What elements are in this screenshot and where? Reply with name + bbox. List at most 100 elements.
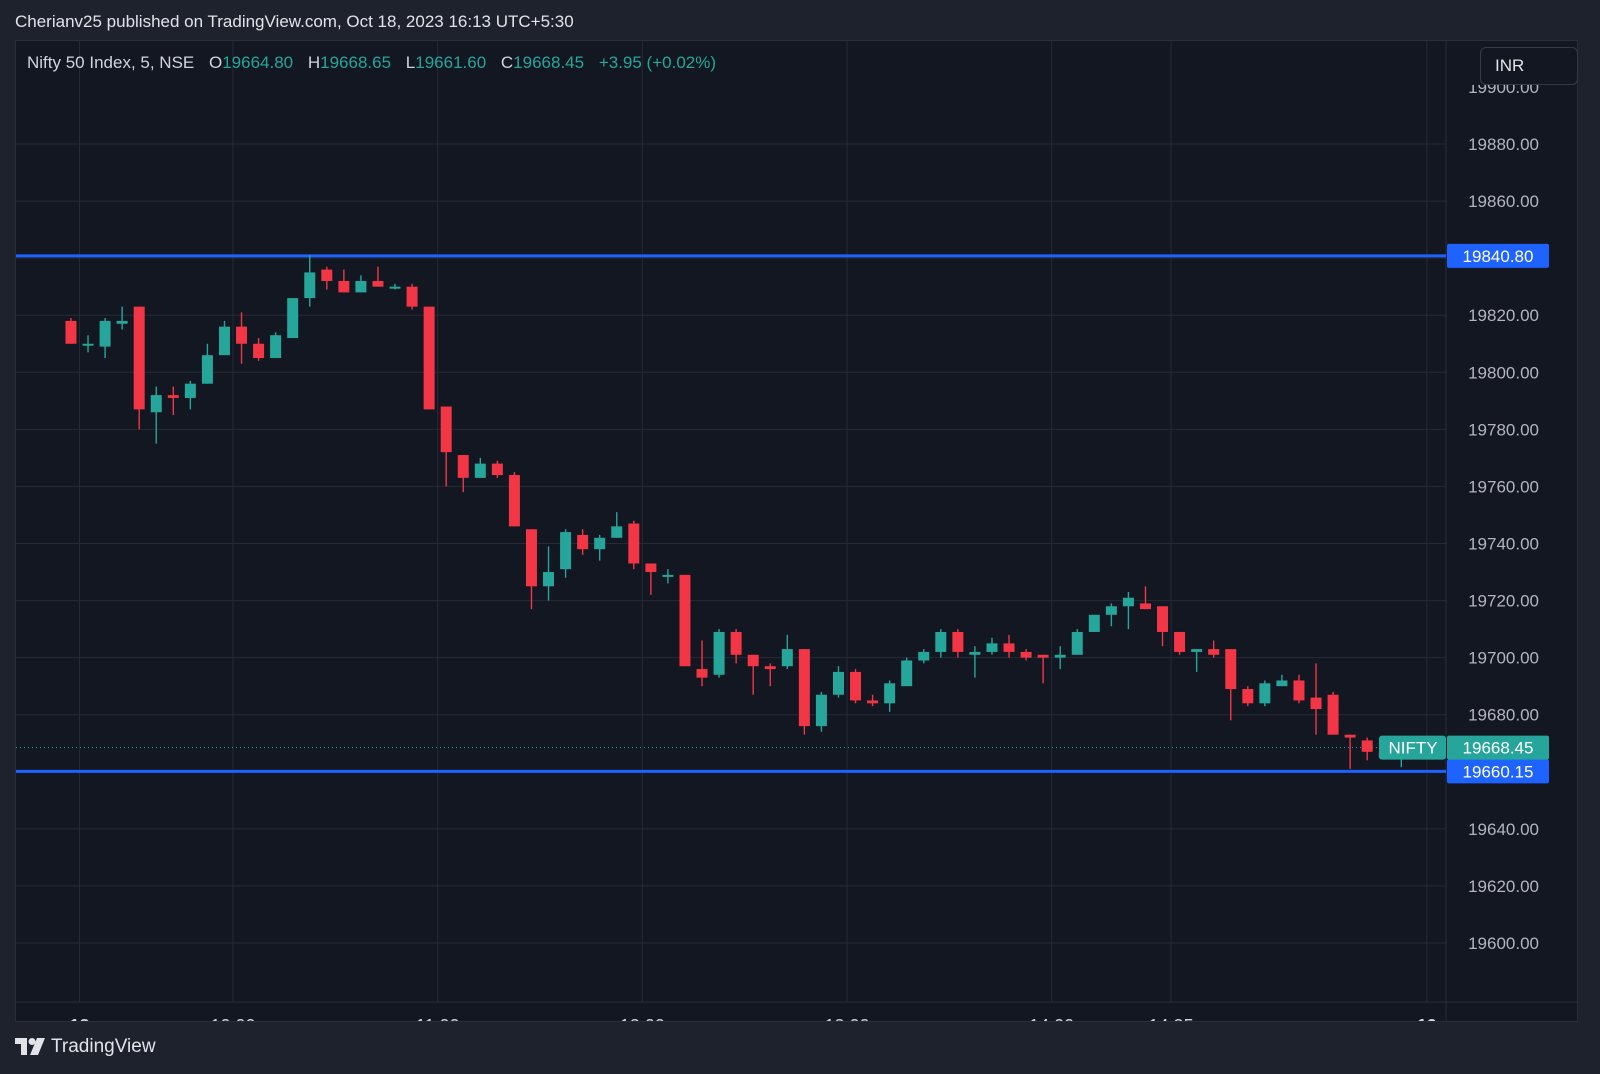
candle	[1139, 586, 1151, 610]
x-tick-label: 12:00	[620, 1016, 665, 1021]
candle-body	[611, 526, 623, 538]
candle-body	[1174, 631, 1186, 652]
candle-body	[986, 643, 998, 652]
candle	[1361, 737, 1373, 761]
candle-body	[867, 700, 879, 704]
y-tick-label: 19880.00	[1468, 135, 1539, 154]
price-tags: 19840.80 19660.15 NIFTY 19668.45	[1379, 243, 1549, 784]
candle	[167, 386, 179, 416]
candle-body	[1242, 689, 1254, 704]
last-price-tag	[1447, 735, 1549, 760]
horizontal-levels[interactable]	[16, 254, 1446, 773]
x-tick-label: 14:00	[1029, 1016, 1074, 1021]
y-tick-label: 19860.00	[1468, 192, 1539, 211]
candle-body	[935, 631, 947, 652]
candle-body	[1344, 734, 1356, 738]
candle-body	[1105, 606, 1117, 615]
candle	[321, 266, 333, 290]
candle-body	[594, 537, 606, 550]
candle	[270, 332, 282, 359]
candle	[764, 663, 776, 687]
candle-body	[850, 671, 862, 701]
open-value: 19664.80	[222, 53, 294, 72]
candle	[1088, 614, 1100, 632]
candle-body	[423, 306, 435, 410]
candle-body	[474, 463, 486, 478]
candle	[355, 275, 367, 293]
y-tick-label: 19820.00	[1468, 306, 1539, 325]
candle-body	[287, 298, 299, 339]
symbol-tag-label: NIFTY	[1388, 739, 1437, 758]
level-price-tag	[1447, 243, 1549, 268]
candle	[560, 529, 572, 578]
candle	[815, 691, 827, 732]
candle	[781, 634, 793, 670]
brand-footer[interactable]: TradingView	[15, 1036, 156, 1058]
candle-body	[901, 660, 913, 687]
candle-body	[1020, 651, 1032, 658]
candle-body	[65, 320, 77, 344]
close-key: C	[500, 53, 514, 72]
candle	[1105, 603, 1117, 627]
low-value: 19661.60	[415, 53, 487, 72]
candle	[832, 666, 844, 698]
candle	[1020, 649, 1032, 661]
y-tick-label: 19720.00	[1468, 592, 1539, 611]
candle-body	[321, 269, 333, 281]
candle	[491, 460, 503, 478]
candle-body	[560, 532, 572, 570]
candle	[884, 680, 896, 712]
candle-body	[577, 534, 589, 550]
candlestick-chart[interactable]: 19600.0019620.0019640.0019660.0019680.00…	[16, 41, 1577, 1021]
candle	[679, 574, 691, 667]
candle	[713, 629, 725, 678]
candle	[1122, 592, 1134, 630]
candle	[133, 306, 145, 430]
candle	[1276, 674, 1288, 687]
candle	[372, 266, 384, 287]
y-tick-label: 19800.00	[1468, 363, 1539, 382]
brand-name: TradingView	[51, 1036, 156, 1057]
candle-body	[236, 326, 248, 344]
candle	[218, 320, 230, 356]
candle-body	[764, 666, 776, 670]
candle-body	[1054, 654, 1066, 658]
candle	[918, 649, 930, 664]
x-tick-label: 18	[69, 1016, 89, 1021]
candle	[645, 563, 657, 595]
candle-body	[338, 280, 350, 293]
candle	[525, 529, 537, 610]
candle-body	[133, 306, 145, 410]
level-price-label: 19660.15	[1463, 762, 1534, 781]
candle-body	[1208, 649, 1220, 655]
candle	[457, 455, 469, 493]
candle-body	[167, 395, 179, 398]
candle	[82, 335, 94, 353]
x-tick-label: 19	[1417, 1016, 1437, 1021]
candle-body	[543, 572, 555, 587]
candle-body	[1293, 680, 1305, 701]
candle-body	[150, 395, 162, 413]
candle-body	[1327, 694, 1339, 735]
candle-body	[832, 671, 844, 695]
candle-body	[82, 343, 94, 346]
candle-body	[1310, 697, 1322, 710]
candle-body	[815, 694, 827, 727]
change-value: +3.95 (+0.02%)	[598, 53, 717, 72]
candle-body	[713, 631, 725, 675]
candle	[423, 306, 435, 410]
chart-pane[interactable]: 19600.0019620.0019640.0019660.0019680.00…	[15, 40, 1578, 1022]
candle-body	[1139, 603, 1151, 610]
candle-body	[253, 343, 265, 359]
y-tick-label: 19640.00	[1468, 820, 1539, 839]
candle-body	[1157, 606, 1169, 632]
candle	[594, 534, 606, 561]
candle	[150, 386, 162, 444]
candle	[628, 520, 640, 570]
candle	[969, 646, 981, 678]
candle	[440, 406, 452, 487]
candle	[287, 298, 299, 339]
candle	[1208, 640, 1220, 658]
candle-body	[798, 649, 810, 727]
currency-button[interactable]: INR	[1480, 47, 1578, 85]
